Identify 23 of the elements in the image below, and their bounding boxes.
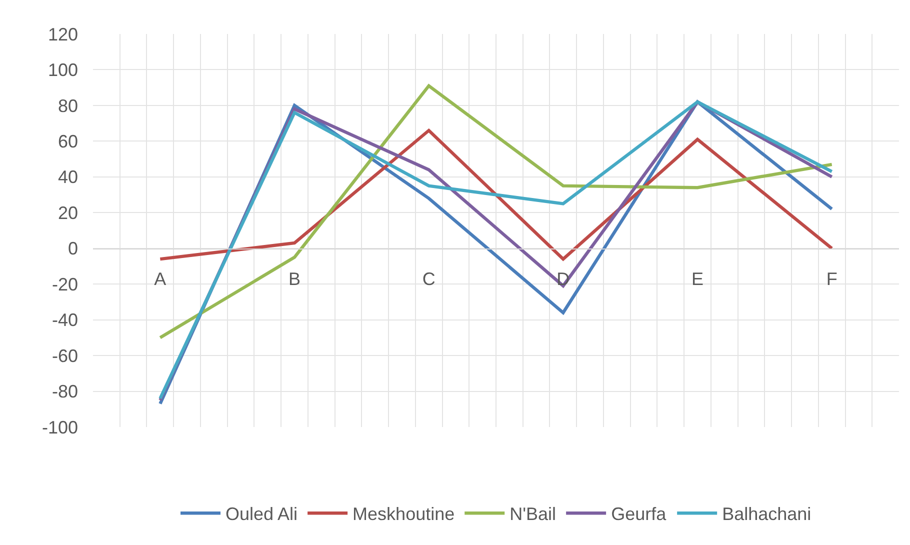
legend-label: Ouled Ali [226, 504, 298, 524]
x-tick-label: C [422, 268, 436, 289]
y-tick-label: 0 [68, 238, 78, 259]
x-tick-label: E [691, 268, 704, 289]
legend-label: Geurfa [611, 504, 668, 524]
y-tick-label: -60 [52, 346, 78, 366]
y-tick-label: 40 [58, 167, 78, 188]
y-tick-label: -100 [42, 417, 78, 438]
line-series [158, 128, 834, 261]
legend-label: Balhachani [722, 504, 812, 524]
y-tick-label: 100 [48, 60, 78, 80]
y-tick-label: 120 [48, 24, 78, 44]
y-tick-label: -40 [52, 310, 78, 330]
y-tick-label: 20 [58, 202, 78, 223]
y-tick-label: 60 [58, 131, 78, 152]
x-tick-label: A [154, 268, 166, 289]
x-tick-label: B [288, 268, 301, 289]
legend-label: Meskhoutine [352, 504, 455, 524]
x-tick-label: F [826, 268, 838, 289]
y-tick-label: -20 [52, 274, 78, 294]
legend-label: N'Bail [510, 504, 556, 524]
y-tick-label: -80 [52, 382, 78, 402]
y-tick-label: 80 [58, 96, 78, 116]
